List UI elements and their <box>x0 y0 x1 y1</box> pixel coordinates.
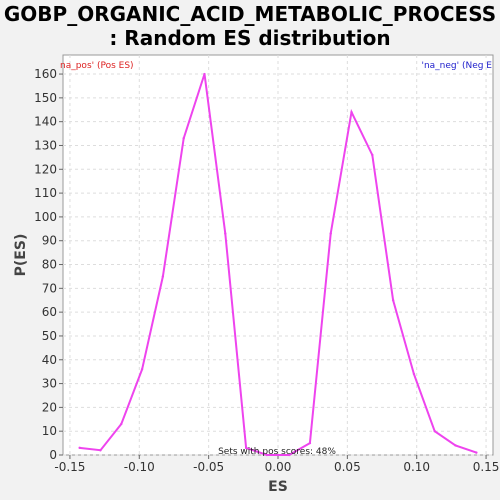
y-tick-label: 120 <box>34 162 57 176</box>
data-point <box>454 444 457 447</box>
y-tick-label: 90 <box>42 234 57 248</box>
y-tick-label: 100 <box>34 210 57 224</box>
series-points <box>78 72 478 457</box>
x-axis-label: ES <box>268 479 288 495</box>
data-point <box>475 451 478 454</box>
y-axis: 0 10 20 30 40 50 60 70 80 90 100 110 120 130 140 150 160 <box>34 67 63 462</box>
legend-pos-entry: na_pos' (Pos ES) <box>60 61 134 71</box>
x-tick-label: 0.00 <box>265 460 292 474</box>
y-tick-label: 110 <box>34 186 57 200</box>
x-tick-label: -0.15 <box>54 460 85 474</box>
data-point <box>78 446 81 450</box>
x-axis: -0.15 -0.10 -0.05 0.00 0.05 0.10 0.15 <box>54 455 499 474</box>
data-point <box>120 422 123 426</box>
y-tick-label: 140 <box>34 115 57 129</box>
y-tick-label: 40 <box>42 353 57 367</box>
x-tick-label: 0.10 <box>403 460 430 474</box>
data-point <box>244 446 248 450</box>
data-point <box>433 429 436 433</box>
data-point <box>329 232 332 235</box>
y-tick-label: 150 <box>34 91 57 105</box>
x-tick-label: -0.10 <box>124 460 155 474</box>
pos-scores-annotation: Sets with pos scores: 48% <box>218 447 336 457</box>
data-point <box>350 110 353 114</box>
y-tick-label: 30 <box>42 377 57 391</box>
data-point <box>99 449 102 452</box>
y-tick-label: 80 <box>42 258 57 272</box>
chart-title-line1: GOBP_ORGANIC_ACID_METABOLIC_PROCESS <box>3 2 497 26</box>
x-tick-label: 0.15 <box>473 460 500 474</box>
y-tick-label: 10 <box>42 424 57 438</box>
y-tick-label: 70 <box>42 281 57 295</box>
x-tick-label: 0.05 <box>334 460 361 474</box>
data-point <box>412 372 416 376</box>
data-point <box>161 275 165 278</box>
chart-title-line2: : Random ES distribution <box>109 26 391 50</box>
y-axis-label: P(ES) <box>13 234 29 277</box>
data-point <box>287 453 291 457</box>
y-tick-label: 60 <box>42 305 57 319</box>
x-tick-label: -0.05 <box>193 460 224 474</box>
data-point <box>371 153 374 157</box>
data-point <box>182 137 185 140</box>
y-tick-label: 160 <box>34 67 57 81</box>
data-point <box>203 72 206 76</box>
gridlines <box>63 55 493 456</box>
legend-neg-entry: 'na_neg' (Neg E <box>421 61 492 71</box>
series-line <box>79 73 477 456</box>
data-point <box>308 441 312 445</box>
data-point <box>265 453 269 457</box>
data-point <box>224 232 227 235</box>
data-point <box>391 299 395 302</box>
y-tick-label: 20 <box>42 400 57 414</box>
data-point <box>140 368 144 371</box>
y-tick-label: 130 <box>34 138 57 152</box>
y-tick-label: 0 <box>49 448 57 462</box>
y-tick-label: 50 <box>42 329 57 343</box>
